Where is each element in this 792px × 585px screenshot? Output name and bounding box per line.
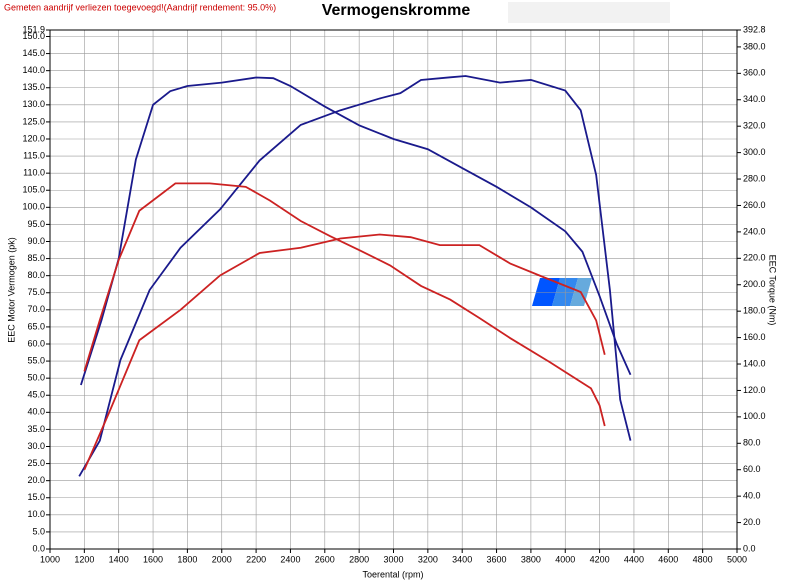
y-tick-label: 65.0 — [27, 321, 45, 331]
x-tick-label: 1600 — [143, 554, 163, 564]
x-tick-label: 4000 — [555, 554, 575, 564]
x-tick-label: 1400 — [109, 554, 129, 564]
x-tick-label: 2400 — [280, 554, 300, 564]
y2-tick-label: 300.0 — [743, 147, 766, 157]
y-tick-label: 125.0 — [22, 116, 45, 126]
y-tick-label: 70.0 — [27, 304, 45, 314]
y-tick-label: 100.0 — [22, 202, 45, 212]
y2-tick-label: 240.0 — [743, 226, 766, 236]
y-tick-label: 55.0 — [27, 355, 45, 365]
y-tick-label: 45.0 — [27, 390, 45, 400]
series-line — [83, 182, 606, 427]
series-line — [80, 76, 632, 386]
y2-tick-label: 80.0 — [743, 438, 761, 448]
y2-tick-label: 380.0 — [743, 41, 766, 51]
y-tick-label: 85.0 — [27, 253, 45, 263]
y-tick-label: 15.0 — [27, 492, 45, 502]
y-tick-label: 60.0 — [27, 338, 45, 348]
y-axis-label: EEC Motor Vermogen (pk) — [6, 237, 16, 343]
y2-tick-label: 140.0 — [743, 358, 766, 368]
series-line — [78, 75, 632, 477]
y-tick-label: 115.0 — [23, 150, 45, 160]
x-tick-label: 2600 — [315, 554, 335, 564]
x-tick-label: 3800 — [521, 554, 541, 564]
x-tick-label: 3400 — [452, 554, 472, 564]
y2-tick-label: 260.0 — [743, 200, 766, 210]
y-tick-label: 40.0 — [27, 407, 45, 417]
y2-tick-label: 320.0 — [743, 121, 766, 131]
y-tick-label: 5.0 — [32, 526, 45, 536]
x-tick-label: 4600 — [658, 554, 678, 564]
y-tick-label: 0.0 — [32, 543, 45, 553]
x-tick-label: 1800 — [177, 554, 197, 564]
y-tick-label: 95.0 — [27, 219, 45, 229]
x-tick-label: 3600 — [487, 554, 507, 564]
series-line — [83, 233, 606, 471]
x-tick-label: 1000 — [40, 554, 60, 564]
x-tick-label: 4800 — [693, 554, 713, 564]
y2-tick-label: 220.0 — [743, 253, 766, 263]
y-tick-label: 30.0 — [27, 441, 45, 451]
y2-tick-label: 180.0 — [743, 306, 766, 316]
y-tick-label: 145.0 — [22, 48, 45, 58]
y-tick-label: 135.0 — [22, 82, 45, 92]
x-tick-label: 2000 — [212, 554, 232, 564]
y2-axis-label: EEC Torque (Nm) — [768, 255, 778, 326]
y2-tick-label: 360.0 — [743, 68, 766, 78]
y-tick-label: 110.0 — [23, 168, 45, 178]
y2-tick-label: 20.0 — [743, 517, 761, 527]
y-tick-label: 105.0 — [22, 185, 45, 195]
title-box — [508, 2, 670, 23]
y2-tick-label: 340.0 — [743, 94, 766, 104]
x-tick-label: 2800 — [349, 554, 369, 564]
y-tick-label: 80.0 — [27, 270, 45, 280]
y-tick-label: 35.0 — [27, 424, 45, 434]
y-tick-label: 150.0 — [22, 31, 45, 41]
y2-tick-label: 392.8 — [743, 24, 766, 34]
y2-tick-label: 120.0 — [743, 385, 766, 395]
y-tick-label: 75.0 — [27, 287, 45, 297]
y-tick-label: 120.0 — [22, 133, 45, 143]
y2-tick-label: 60.0 — [743, 464, 761, 474]
x-tick-label: 4400 — [624, 554, 644, 564]
y2-tick-label: 280.0 — [743, 173, 766, 183]
y-tick-label: 10.0 — [27, 509, 45, 519]
chart-title: Vermogenskromme — [322, 2, 471, 19]
y-tick-label: 25.0 — [27, 458, 45, 468]
x-tick-label: 4200 — [590, 554, 610, 564]
y-tick-label: 151.9 — [22, 24, 45, 34]
x-tick-label: 2200 — [246, 554, 266, 564]
y2-tick-label: 100.0 — [743, 411, 766, 421]
y2-tick-label: 0.0 — [743, 543, 756, 553]
x-tick-label: 3000 — [383, 554, 403, 564]
y2-tick-label: 160.0 — [743, 332, 766, 342]
y-tick-label: 90.0 — [27, 236, 45, 246]
x-tick-label: 1200 — [74, 554, 94, 564]
y2-tick-label: 40.0 — [743, 491, 761, 501]
x-axis-label: Toerental (rpm) — [362, 569, 423, 579]
note: Gemeten aandrijf verliezen toegevoegd!(A… — [4, 2, 276, 12]
y-tick-label: 50.0 — [27, 373, 45, 383]
y2-tick-label: 200.0 — [743, 279, 766, 289]
x-tick-label: 3200 — [418, 554, 438, 564]
plot-frame — [49, 29, 738, 550]
y-tick-label: 130.0 — [22, 99, 45, 109]
y-tick-label: 140.0 — [22, 65, 45, 75]
logo — [532, 278, 592, 306]
y-tick-label: 20.0 — [27, 475, 45, 485]
x-tick-label: 5000 — [727, 554, 747, 564]
